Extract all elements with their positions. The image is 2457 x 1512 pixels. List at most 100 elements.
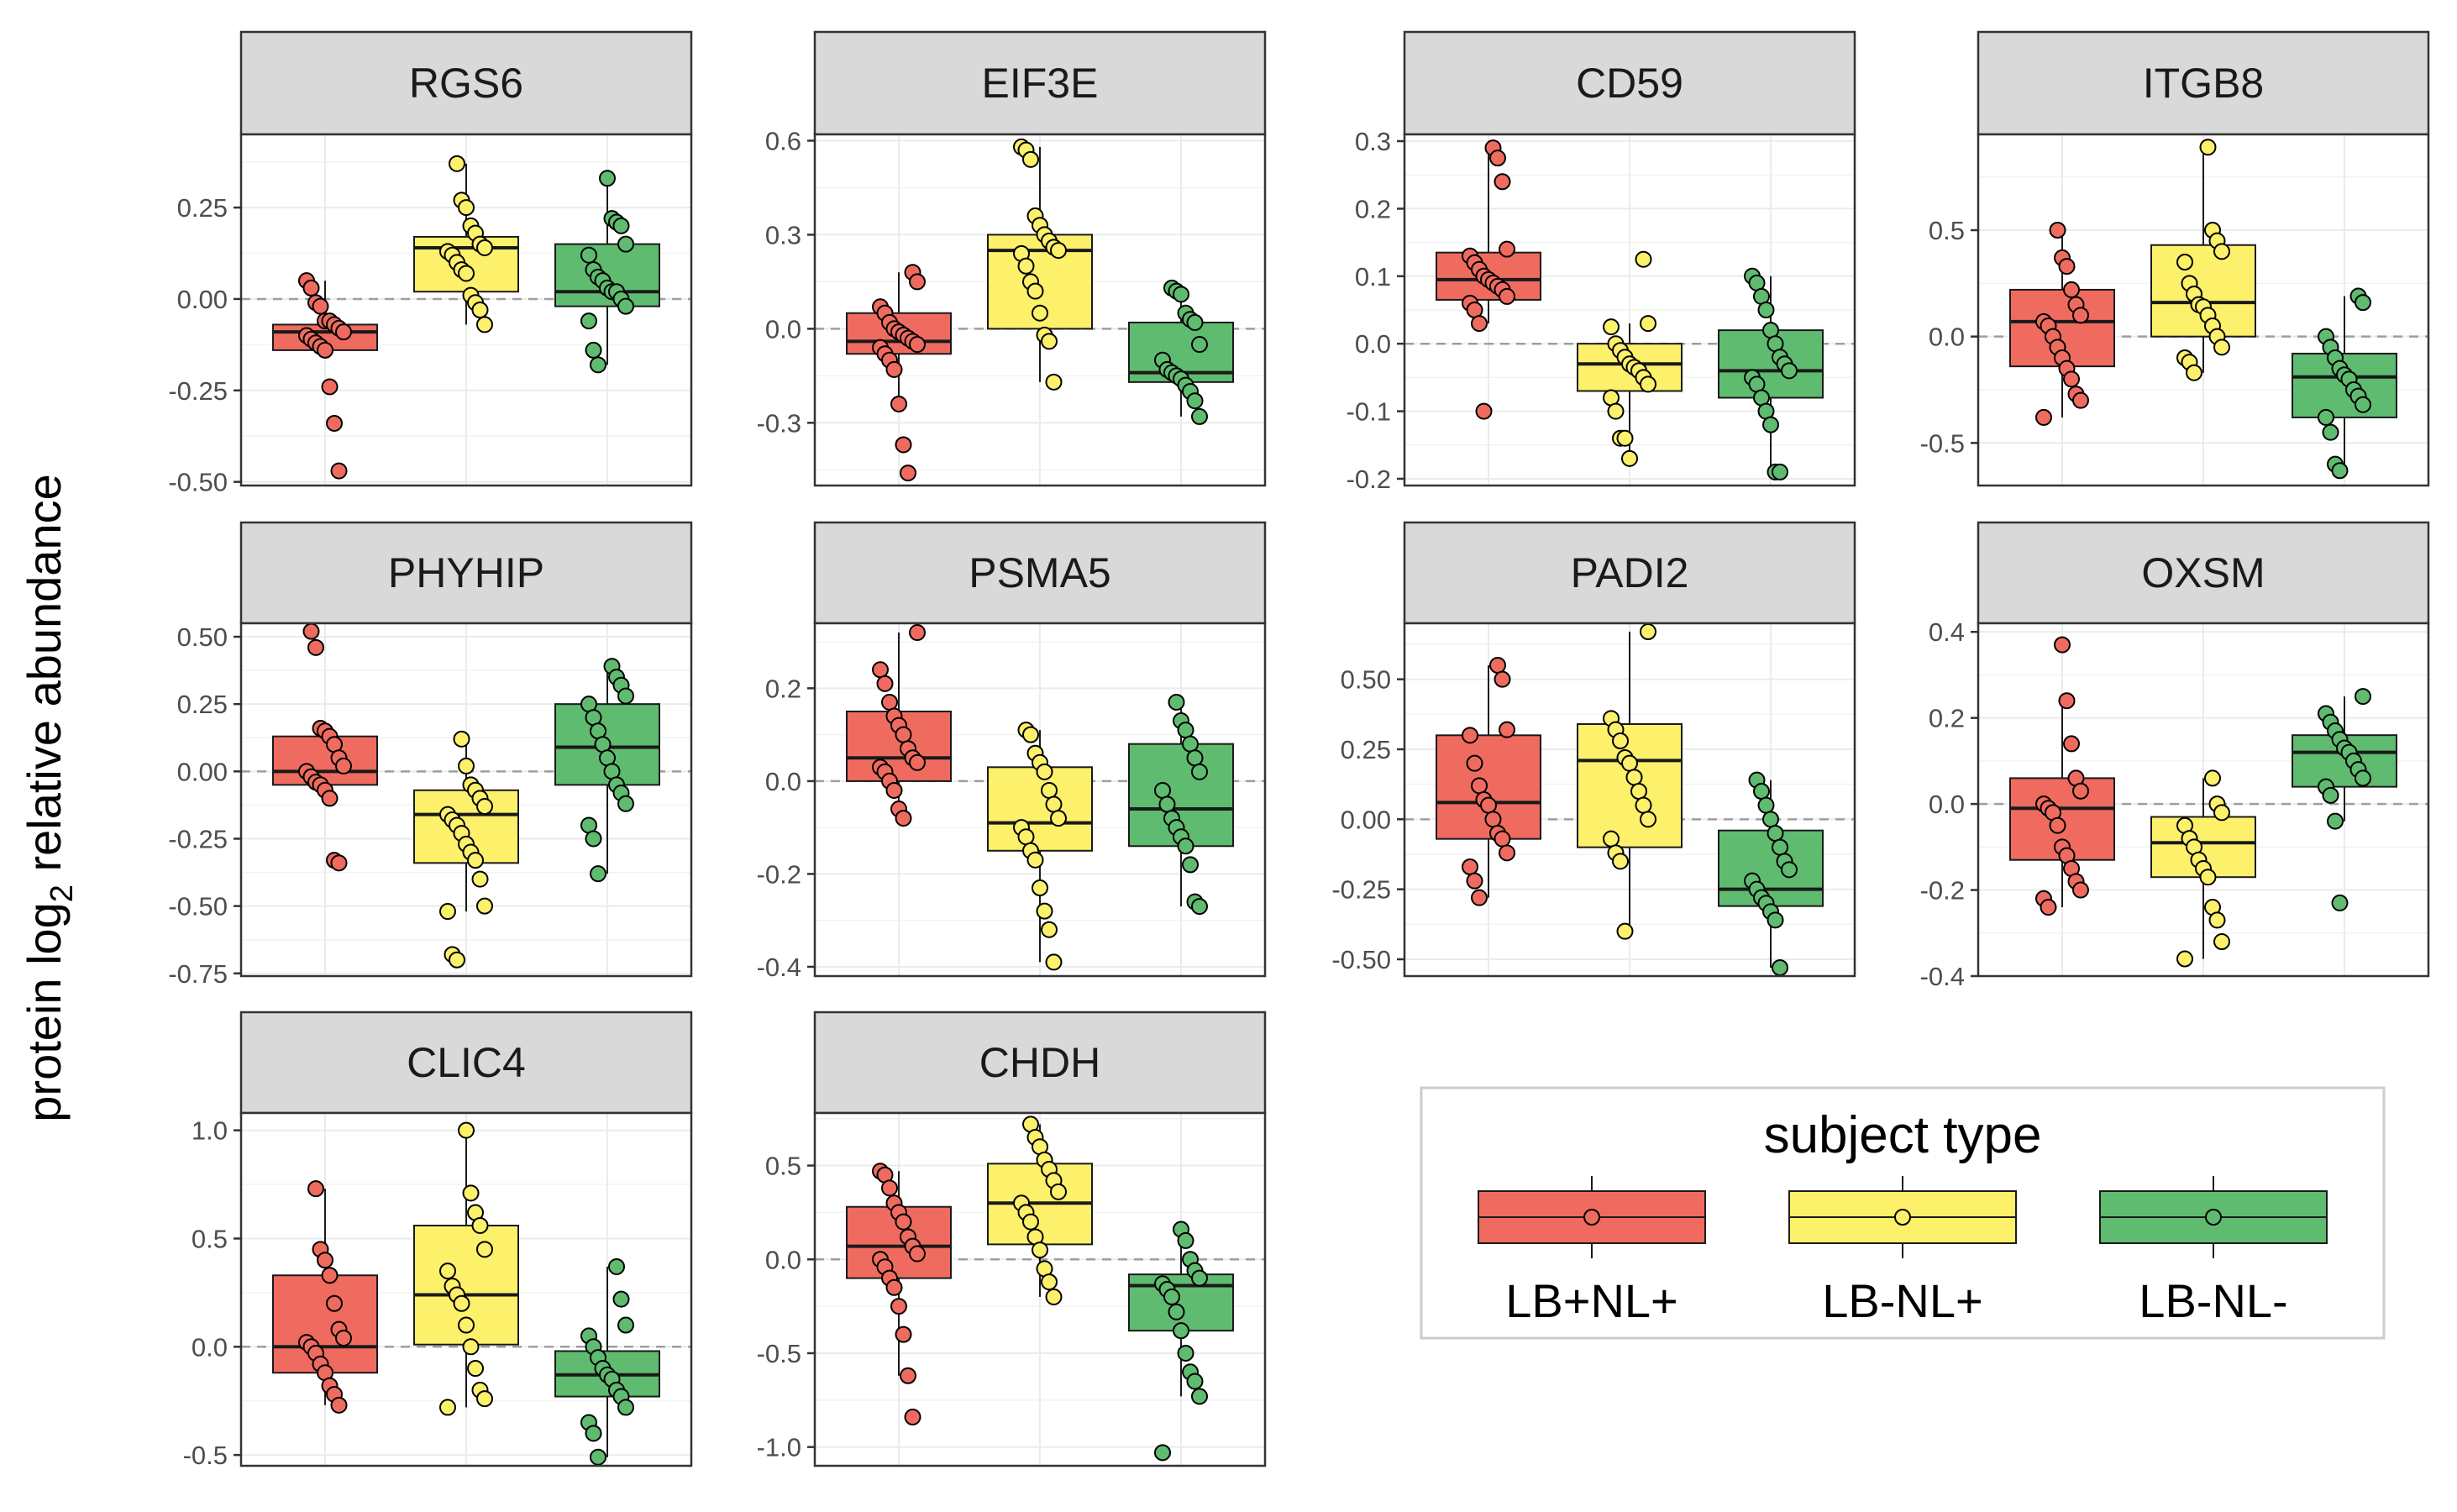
facet-title: CLIC4 (407, 1039, 526, 1086)
data-point (453, 730, 470, 748)
data-point (1045, 953, 1063, 971)
y-tick-label: -0.4 (1920, 962, 1965, 991)
data-point (2186, 364, 2202, 381)
y-tick-label: 0.6 (765, 126, 801, 155)
data-point (1191, 763, 1208, 780)
y-axis-label-suffix: relative abundance (18, 474, 71, 885)
y-tick-label: 0.1 (1355, 262, 1391, 291)
data-point (1494, 670, 1511, 688)
data-point (1050, 810, 1067, 827)
legend-label: LB-NL+ (1822, 1274, 1982, 1327)
data-point (2199, 139, 2217, 156)
y-tick-label: 0.2 (1355, 194, 1391, 223)
data-point (617, 1316, 634, 1334)
data-point (885, 1278, 903, 1296)
y-tick-label: 0.5 (192, 1224, 228, 1253)
data-point (1640, 375, 1656, 393)
box-group-lbpnlp (272, 272, 378, 480)
box (272, 1274, 378, 1374)
y-tick-label: 0.0 (1355, 329, 1391, 359)
panel-border (1977, 133, 2430, 487)
y-tick-label: -1.0 (757, 1433, 801, 1462)
box (272, 735, 378, 786)
data-point (2176, 254, 2193, 270)
y-tick-label: 0.2 (765, 674, 801, 703)
y-tick-label: -0.5 (757, 1339, 801, 1368)
data-point (449, 951, 465, 969)
y-tick-label: -0.2 (1920, 876, 1965, 906)
data-point (895, 436, 912, 454)
data-point (909, 273, 926, 291)
data-point (458, 1316, 475, 1334)
box-group-lbmnlm (1128, 279, 1234, 425)
data-point (1191, 898, 1208, 916)
data-point (1612, 732, 1629, 749)
data-point (1494, 830, 1511, 848)
box-group-lbmnlm (2292, 287, 2397, 480)
panel-border (813, 133, 1267, 487)
data-point (881, 1179, 898, 1197)
data-point (1032, 879, 1048, 896)
data-point (585, 830, 602, 848)
data-point (302, 622, 320, 640)
data-point (580, 246, 597, 264)
data-point (617, 687, 634, 705)
data-point (312, 297, 329, 315)
box (1577, 723, 1683, 848)
box-group-lbmnlm (554, 1257, 660, 1466)
data-point (1177, 837, 1194, 855)
data-point (1026, 851, 1044, 869)
panel-border (1403, 133, 1856, 487)
data-point (458, 1121, 475, 1139)
box (987, 766, 1093, 852)
data-point (1621, 754, 1638, 772)
facet-panel-eif3e: EIF3E 0.6 0.3 0.0 -0.3 (757, 30, 1267, 487)
facet-panels: RGS6 0.25 0.00 -0.25 -0.50 EIF3E 0.6 0.3 0.0 -0.3… (168, 30, 2430, 1470)
data-point (1191, 336, 1208, 354)
facet-panel-clic4: CLIC4 1.0 0.5 0.0 -0.5 (183, 1011, 693, 1470)
data-point (1603, 318, 1620, 336)
data-point (909, 624, 926, 642)
data-point (1191, 1388, 1208, 1405)
box-group-lbpnlp (1436, 139, 1541, 420)
data-point (1041, 333, 1058, 350)
legend-key-point (2205, 1209, 2222, 1226)
data-point (317, 341, 333, 359)
legend-entry-lbpnlp: LB+NL+ (1478, 1176, 1706, 1327)
data-point (1607, 402, 1625, 420)
data-point (895, 810, 912, 827)
data-point (1017, 257, 1035, 275)
data-point (2355, 688, 2371, 706)
data-point (904, 1408, 921, 1425)
data-point (585, 341, 602, 359)
data-point (885, 360, 903, 378)
data-point (1772, 959, 1788, 976)
data-point (476, 1390, 493, 1408)
y-tick-label: 0.5 (1929, 216, 1965, 245)
data-point (1177, 1231, 1194, 1249)
data-point (2072, 307, 2089, 324)
data-point (330, 462, 348, 480)
box-group-lbmnlp (413, 155, 519, 333)
data-point (1499, 240, 1515, 258)
data-point (890, 395, 907, 412)
panel-border (813, 622, 1267, 978)
data-point (471, 1216, 489, 1234)
data-point (1050, 1183, 1067, 1200)
data-point (1168, 1303, 1185, 1320)
data-point (1640, 623, 1656, 640)
panel-border (239, 133, 693, 487)
data-point (1462, 858, 1478, 875)
data-point (617, 297, 634, 315)
box-group-lbmnlm (1718, 267, 1824, 480)
data-point (881, 693, 898, 711)
data-point (2072, 782, 2089, 800)
data-point (476, 316, 493, 333)
data-point (1186, 313, 1204, 331)
data-point (458, 265, 475, 282)
facet-title: CD59 (1576, 60, 1683, 107)
data-point (1041, 781, 1058, 799)
legend: subject type LB+NL+ LB-NL+ LB-NL- (1420, 1086, 2386, 1340)
data-point (872, 661, 889, 679)
data-point (590, 865, 606, 883)
